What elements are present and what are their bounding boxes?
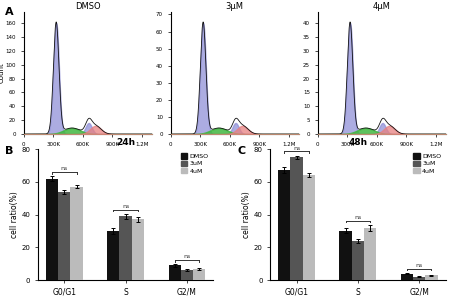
Text: ns: ns xyxy=(293,146,300,151)
Bar xyxy=(425,275,438,280)
Text: ns: ns xyxy=(354,215,362,220)
Bar xyxy=(278,170,291,280)
Legend: DMSO, 3uM, 4uM: DMSO, 3uM, 4uM xyxy=(180,152,210,175)
Title: DMSO: DMSO xyxy=(75,2,100,11)
Bar xyxy=(291,157,303,280)
Bar xyxy=(46,179,58,280)
Bar xyxy=(303,175,315,280)
Text: C: C xyxy=(237,146,245,156)
Text: ns: ns xyxy=(183,254,191,260)
Text: A: A xyxy=(5,7,13,18)
Title: 3μM: 3μM xyxy=(226,2,244,11)
Bar xyxy=(193,269,205,280)
Title: 4μM: 4μM xyxy=(373,2,391,11)
Y-axis label: Count: Count xyxy=(0,63,4,83)
Legend: DMSO, 3uM, 4uM: DMSO, 3uM, 4uM xyxy=(412,152,442,175)
Text: ns: ns xyxy=(416,263,423,268)
Bar xyxy=(132,219,144,280)
Y-axis label: cell ratio(%): cell ratio(%) xyxy=(9,191,18,238)
Bar xyxy=(58,192,71,280)
Y-axis label: cell ratio(%): cell ratio(%) xyxy=(242,191,251,238)
Text: ns: ns xyxy=(122,204,129,209)
Bar xyxy=(401,274,413,280)
Bar xyxy=(71,187,82,280)
Bar xyxy=(339,231,352,280)
Text: B: B xyxy=(5,146,13,156)
Bar xyxy=(352,241,364,280)
Bar xyxy=(107,231,119,280)
Title: 24h: 24h xyxy=(116,138,135,147)
Bar xyxy=(181,270,193,280)
Bar xyxy=(364,228,376,280)
Bar xyxy=(119,216,132,280)
Bar xyxy=(413,277,425,280)
Title: 48h: 48h xyxy=(348,138,367,147)
Bar xyxy=(169,265,181,280)
Text: ns: ns xyxy=(61,167,68,171)
